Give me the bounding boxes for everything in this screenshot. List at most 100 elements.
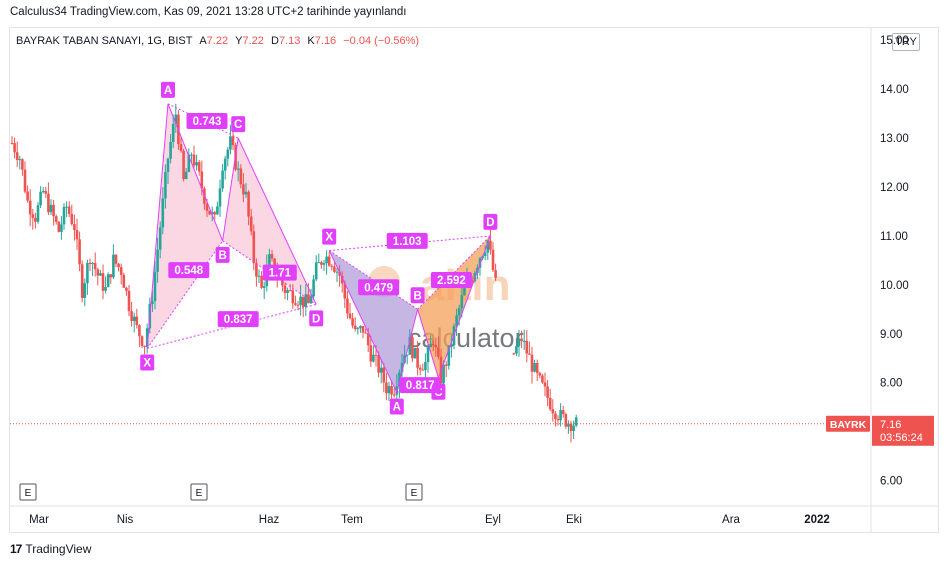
candle-body	[307, 294, 310, 304]
y-tick-label: 14.00	[880, 84, 909, 96]
pattern-point-label-box	[389, 398, 404, 415]
candle-body	[343, 283, 347, 299]
pattern-leg-xa	[146, 103, 169, 349]
candle-body	[143, 345, 146, 347]
candle-body	[434, 344, 438, 348]
candle-body	[67, 206, 71, 214]
candle-body	[122, 274, 126, 288]
candle-body	[119, 267, 123, 275]
candle-body	[556, 418, 560, 421]
candle-body	[10, 142, 14, 144]
footer-brand[interactable]: TradingView	[25, 542, 92, 556]
candle-body	[231, 136, 235, 146]
pattern-ratio-label-box	[399, 377, 441, 394]
price-tag-countdown: 03:56:24	[880, 432, 923, 444]
pattern-ratio-label: 0.817	[406, 380, 435, 392]
candle-body	[268, 254, 271, 266]
candle-body	[174, 114, 178, 125]
candle-body	[450, 345, 453, 347]
candle-body	[535, 362, 539, 373]
candle-body	[93, 263, 97, 270]
candle-body	[366, 333, 370, 346]
candle-body	[431, 343, 435, 345]
change-value: −0.04 (−0.56%)	[343, 35, 420, 47]
x-tick-label: Haz	[259, 514, 280, 526]
x-tick-label: Eki	[566, 514, 582, 526]
candle-body	[408, 337, 412, 355]
candle-body	[78, 239, 81, 265]
candle-body	[377, 355, 380, 373]
candle-body	[314, 262, 318, 280]
candle-body	[255, 263, 258, 277]
candle-body	[28, 200, 32, 215]
y-tick-label: 15.00	[880, 35, 909, 47]
price-tag-value: 7.16	[880, 419, 901, 431]
pattern-ratio-label: 2.592	[437, 275, 466, 287]
pattern-triangle-bcd	[222, 138, 317, 305]
candle-body	[288, 290, 292, 292]
candle-body	[473, 272, 477, 282]
candle-body	[184, 171, 188, 180]
candle-body	[109, 274, 113, 278]
candle-body	[528, 353, 531, 355]
candle-body	[13, 143, 16, 153]
candle-body	[99, 273, 102, 276]
pattern-point-label: A	[393, 401, 401, 413]
candle-body	[96, 269, 100, 276]
y-tick-label: 12.00	[880, 182, 909, 194]
earnings-marker-label: E	[25, 488, 32, 499]
candle-body	[252, 231, 256, 264]
currency-button[interactable]: TRY	[892, 33, 920, 51]
pattern-point-label-box	[410, 287, 425, 304]
pattern-point-label-box	[322, 228, 337, 245]
candle-body	[421, 369, 425, 371]
pattern-leg-cd	[237, 137, 317, 305]
candle-body	[390, 386, 393, 395]
candle-body	[304, 294, 308, 307]
candle-body	[567, 423, 570, 427]
candle-body	[262, 286, 266, 288]
candle-body	[161, 198, 165, 228]
pattern-leg-bc	[417, 309, 439, 378]
candle-body	[400, 362, 404, 373]
y-tick-label: 8.00	[880, 378, 902, 390]
candle-body	[229, 136, 232, 150]
candle-body	[31, 214, 35, 218]
candle-body	[130, 311, 133, 321]
candle-body	[49, 204, 53, 213]
symbol-name[interactable]: BAYRAK TABAN SANAYI, 1G, BIST	[16, 35, 193, 47]
pattern-ratio-label: 0.479	[364, 282, 393, 294]
candle-body	[166, 158, 170, 173]
candle-body	[437, 347, 440, 357]
pattern-ratio-bd	[417, 235, 491, 310]
chart-frame[interactable]	[9, 27, 939, 533]
candle-body	[249, 216, 253, 232]
y-tick-label: 13.00	[880, 133, 909, 145]
candle-body	[335, 271, 339, 273]
candle-body	[75, 230, 79, 240]
candle-body	[145, 328, 149, 347]
low-label: D	[270, 35, 279, 47]
earnings-marker-box	[405, 483, 423, 501]
pattern-point-label: B	[413, 290, 421, 302]
candle-body	[190, 154, 193, 156]
candle-body	[333, 266, 336, 272]
candle-body	[374, 354, 378, 356]
pattern-leg-ab	[167, 103, 224, 242]
candle-body	[494, 270, 497, 278]
tradingview-logo-icon: 17	[10, 542, 22, 556]
candle-body	[23, 169, 27, 192]
pattern-triangle-xab	[329, 250, 418, 393]
candle-body	[70, 213, 74, 225]
candle-body	[379, 367, 383, 373]
candle-body	[153, 271, 157, 302]
candle-body	[359, 326, 362, 329]
candle-body	[91, 263, 94, 265]
candle-body	[270, 254, 274, 259]
candle-body	[569, 423, 573, 431]
price-tag	[872, 415, 934, 446]
candle-body	[444, 364, 448, 366]
candle-body	[39, 191, 42, 206]
pattern-ratio-label-box	[358, 279, 400, 296]
